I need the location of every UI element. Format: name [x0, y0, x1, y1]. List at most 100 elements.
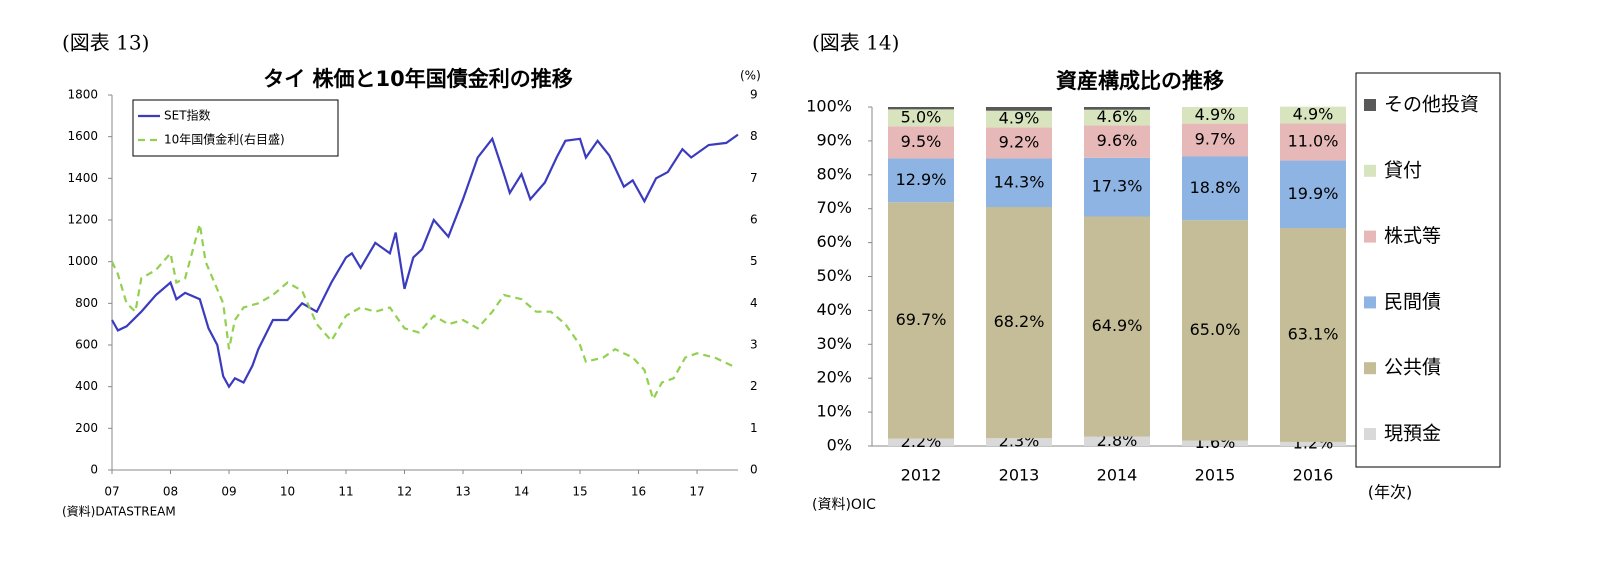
y2-tick-label: 2: [750, 379, 758, 393]
data-label: 4.9%: [1195, 105, 1236, 124]
y-tick-label: 10%: [816, 402, 852, 421]
y-tick-label: 0: [90, 463, 98, 477]
bar-segment: [1084, 109, 1150, 126]
y-tick-label: 1600: [67, 129, 98, 143]
bar-segment: [888, 107, 954, 110]
x-tick-label: 07: [104, 485, 119, 499]
x-axis-label: (年次): [1368, 483, 1413, 502]
y2-tick-label: 4: [750, 296, 758, 310]
data-label: 18.8%: [1190, 178, 1241, 197]
x-tick-label: 2013: [999, 466, 1040, 485]
bar-segment: [1182, 107, 1248, 124]
source: (資料)OIC: [812, 497, 876, 513]
x-tick-label: 08: [163, 485, 178, 499]
y-tick-label: 70%: [816, 198, 852, 217]
bar-segment: [1084, 107, 1150, 110]
figure-label: (図表 14): [812, 31, 899, 55]
data-label: 9.7%: [1195, 130, 1236, 149]
bar-segment: [1084, 125, 1150, 158]
bar-segment: [888, 158, 954, 203]
y-tick-label: 40%: [816, 300, 852, 319]
bar-segment: [1182, 220, 1248, 441]
data-label: 64.9%: [1092, 316, 1143, 335]
y2-tick-label: 0: [750, 463, 758, 477]
data-label: 19.9%: [1288, 184, 1339, 203]
bar-segment: [1280, 123, 1346, 161]
legend-label: 公共債: [1384, 357, 1441, 379]
legend-swatch: [1364, 99, 1376, 111]
data-label: 69.7%: [896, 310, 947, 329]
y-tick-label: 90%: [816, 130, 852, 149]
legend-swatch: [1364, 230, 1376, 243]
bar-segment: [1280, 228, 1346, 442]
y-tick-label: 1400: [67, 171, 98, 185]
x-tick-label: 09: [221, 485, 236, 499]
y-tick-label: 800: [75, 296, 98, 310]
y-tick-label: 0%: [827, 436, 852, 455]
x-tick-label: 11: [338, 485, 353, 499]
source: (資料)DATASTREAM: [62, 505, 176, 519]
data-label: 4.9%: [999, 109, 1040, 128]
legend-box: [132, 99, 339, 157]
bar-segment: [986, 438, 1052, 446]
chart-title: タイ 株価と10年国債金利の推移: [263, 67, 573, 91]
legend-label: 現預金: [1384, 423, 1441, 445]
legend-label: 10年国債金利(右目盛): [164, 132, 285, 147]
x-tick-label: 12: [397, 485, 412, 499]
data-label: 11.0%: [1288, 131, 1339, 150]
bar-segment: [986, 110, 1052, 128]
x-tick-label: 2015: [1195, 466, 1236, 485]
legend-label: その他投資: [1384, 94, 1479, 116]
y-tick-label: 1800: [67, 88, 98, 102]
x-tick-label: 2014: [1097, 466, 1138, 485]
legend-swatch: [1364, 362, 1376, 375]
y-tick-label: 30%: [816, 334, 852, 353]
legend-swatch: [1364, 428, 1376, 440]
data-label: 9.2%: [999, 132, 1040, 151]
x-tick-label: 2016: [1293, 466, 1334, 485]
legend-label: 民間債: [1384, 291, 1441, 313]
line-series: [111, 223, 733, 403]
x-tick-label: 15: [572, 485, 587, 499]
y2-tick-label: 5: [750, 254, 758, 268]
legend-label: 株式等: [1384, 225, 1441, 247]
bar-segment: [986, 158, 1052, 208]
data-label: 14.3%: [994, 172, 1045, 191]
data-label: 65.0%: [1190, 320, 1241, 339]
bar-segment: [888, 109, 954, 127]
y2-axis-label: (%): [740, 69, 761, 83]
y-tick-label: 1200: [67, 213, 98, 227]
y2-tick-label: 8: [750, 129, 758, 143]
legend-label: SET指数: [164, 108, 211, 123]
y2-tick-label: 9: [750, 88, 758, 102]
bar-segment: [888, 438, 954, 446]
legend-box: [1355, 72, 1501, 468]
bar-segment: [1182, 156, 1248, 221]
x-tick-label: 10: [280, 485, 295, 499]
legend-label: 貸付: [1384, 159, 1422, 181]
y-tick-label: 60%: [816, 232, 852, 251]
data-label: 12.9%: [896, 170, 947, 189]
legend-swatch: [1364, 164, 1376, 177]
bar-segment: [986, 207, 1052, 439]
bar-segment: [1280, 160, 1346, 229]
data-label: 5.0%: [901, 107, 942, 126]
y2-tick-label: 3: [750, 338, 758, 352]
data-label: 9.5%: [901, 132, 942, 151]
y2-tick-label: 6: [750, 213, 758, 227]
bar-segment: [1084, 216, 1150, 437]
bar-segment: [888, 126, 954, 159]
bar-segment: [1280, 441, 1346, 446]
bar-segment: [1084, 157, 1150, 217]
y-tick-label: 400: [75, 379, 98, 393]
data-label: 63.1%: [1288, 324, 1339, 343]
x-tick-label: 13: [455, 485, 470, 499]
y-tick-label: 200: [75, 421, 98, 435]
y-tick-label: 80%: [816, 164, 852, 183]
x-tick-label: 17: [689, 485, 704, 499]
chart-title: 資産構成比の推移: [1056, 69, 1224, 93]
bar-segment: [1084, 436, 1150, 446]
bar-segment: [888, 202, 954, 439]
data-label: 9.6%: [1097, 131, 1138, 150]
y-tick-label: 50%: [816, 266, 852, 285]
